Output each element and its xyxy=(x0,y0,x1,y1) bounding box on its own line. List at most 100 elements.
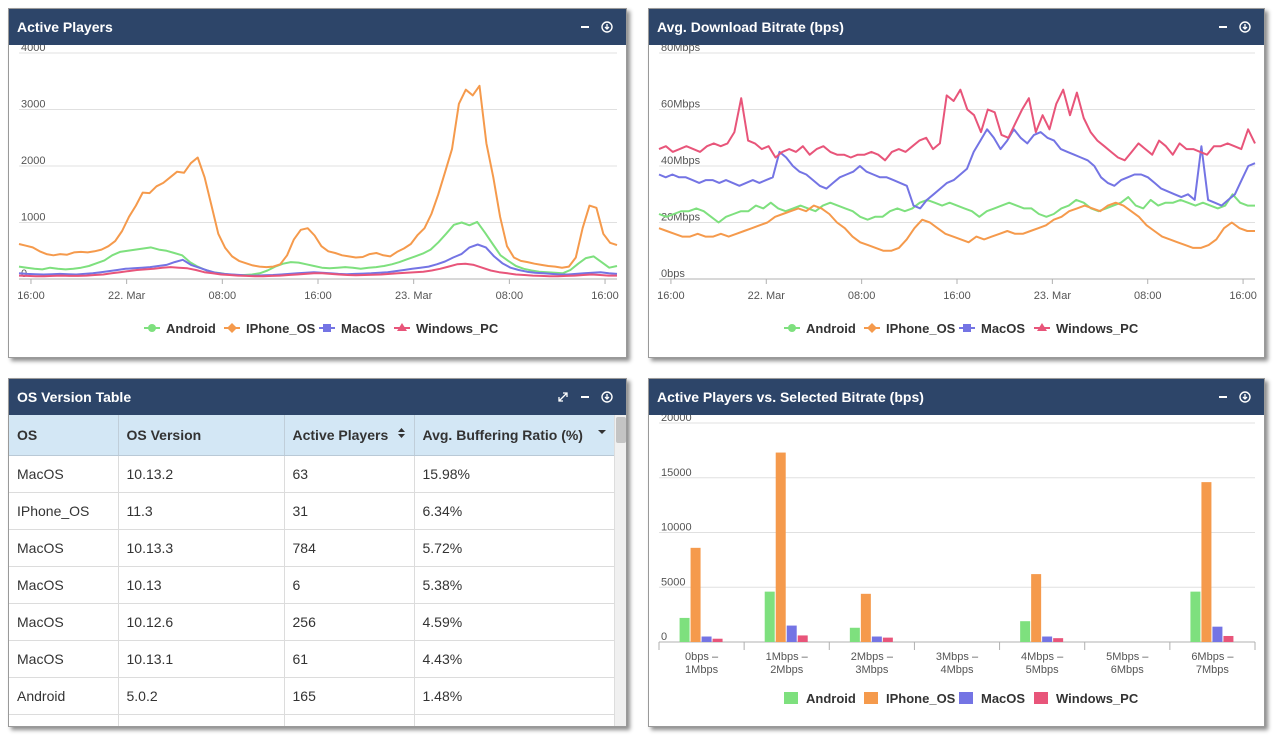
cell-active-players: 31 xyxy=(284,492,415,530)
series-line-macos xyxy=(658,128,1256,210)
x-tick-label: 2Mbps xyxy=(770,664,804,676)
cell-active-players: 61 xyxy=(284,640,415,678)
expand-icon[interactable] xyxy=(556,390,570,404)
download-icon[interactable] xyxy=(1238,20,1252,34)
col-header-active-players[interactable]: Active Players xyxy=(284,415,415,456)
scrollbar-thumb[interactable] xyxy=(616,417,626,443)
x-tick-label: 16:00 xyxy=(17,290,45,302)
panel-title: Avg. Download Bitrate (bps) xyxy=(657,19,844,35)
legend-item-android[interactable]: Android xyxy=(144,321,216,336)
x-tick-label: 1Mbps xyxy=(685,664,719,676)
bar-windows-pc xyxy=(1223,635,1234,642)
series-line-android xyxy=(18,220,618,276)
cell-empty xyxy=(414,714,614,726)
legend-item-iphone-os[interactable]: IPhone_OS xyxy=(224,321,316,336)
legend-label: Android xyxy=(166,321,216,336)
bar-iphone-os xyxy=(860,593,871,642)
y-tick-label: 3000 xyxy=(21,99,45,111)
legend-label: Windows_PC xyxy=(416,321,499,336)
bar-windows-pc xyxy=(882,637,893,642)
minimize-icon[interactable] xyxy=(1216,20,1230,34)
cell-active-players: 6 xyxy=(284,566,415,604)
legend-item-android[interactable]: Android xyxy=(784,691,856,706)
cell-active-players: 165 xyxy=(284,677,415,715)
legend-item-android[interactable]: Android xyxy=(784,321,856,336)
y-tick-label: 40Mbps xyxy=(661,155,701,167)
cell-os-version: 5.0.2 xyxy=(118,677,285,715)
bar-windows-pc xyxy=(712,638,723,642)
legend-marker xyxy=(323,324,331,332)
y-tick-label: 0 xyxy=(661,631,667,643)
legend-item-iphone-os[interactable]: IPhone_OS xyxy=(864,321,956,336)
y-tick-label: 0bps xyxy=(661,268,685,280)
table-row[interactable]: MacOS 10.12.6 256 4.59% xyxy=(9,603,614,641)
cell-buffering-ratio: 5.72% xyxy=(414,529,614,567)
series-line-android xyxy=(658,193,1255,224)
x-tick-label: 3Mbps – xyxy=(936,651,979,663)
col-header-os[interactable]: OS xyxy=(9,415,119,456)
table-row[interactable]: MacOS 10.13 6 5.38% xyxy=(9,566,614,604)
legend-label: MacOS xyxy=(341,321,385,336)
bitrate-panel: Avg. Download Bitrate (bps) 0bps 20Mbps 40… xyxy=(648,8,1265,358)
series-line-iphone-os xyxy=(658,201,1255,252)
legend-label: MacOS xyxy=(981,691,1025,706)
x-tick-label: 08:00 xyxy=(848,290,876,302)
legend-item-windows-pc[interactable]: Windows_PC xyxy=(394,321,499,336)
cell-os: MacOS xyxy=(9,529,119,567)
bar-android xyxy=(764,591,775,642)
minimize-icon[interactable] xyxy=(578,390,592,404)
legend-label: Android xyxy=(806,691,856,706)
sort-desc-icon[interactable] xyxy=(597,427,607,440)
table-row[interactable]: MacOS 10.13.2 63 15.98% xyxy=(9,455,614,493)
minimize-icon[interactable] xyxy=(578,20,592,34)
bar-android xyxy=(679,617,690,642)
cell-active-players: 256 xyxy=(284,603,415,641)
cell-active-players: 63 xyxy=(284,455,415,493)
sort-icon[interactable] xyxy=(397,427,406,442)
legend-item-windows-pc[interactable]: Windows_PC xyxy=(1034,321,1139,336)
x-tick-label: 0bps – xyxy=(685,651,719,663)
legend-item-iphone-os[interactable]: IPhone_OS xyxy=(864,691,956,706)
legend-marker xyxy=(148,324,156,332)
table-row[interactable]: MacOS 10.13.1 61 4.43% xyxy=(9,640,614,678)
table-row[interactable]: IPhone_OS 11.3 31 6.34% xyxy=(9,492,614,530)
col-header-os-version[interactable]: OS Version xyxy=(118,415,285,456)
legend-label: MacOS xyxy=(981,321,1025,336)
panel-header: Avg. Download Bitrate (bps) xyxy=(649,9,1264,45)
table-row[interactable] xyxy=(9,714,614,726)
x-tick-label: 16:00 xyxy=(304,290,332,302)
legend-item-macos[interactable]: MacOS xyxy=(319,321,385,336)
col-header-buffering-ratio[interactable]: Avg. Buffering Ratio (%) xyxy=(414,415,614,456)
table-row[interactable]: Android 5.0.2 165 1.48% xyxy=(9,677,614,715)
panel-header: Active Players xyxy=(9,9,626,45)
legend-swatch xyxy=(864,692,878,704)
legend-label: Android xyxy=(806,321,856,336)
legend-item-windows-pc[interactable]: Windows_PC xyxy=(1034,691,1139,706)
table-row[interactable]: MacOS 10.13.3 784 5.72% xyxy=(9,529,614,567)
cell-empty xyxy=(118,714,285,726)
panel-title: Active Players vs. Selected Bitrate (bps… xyxy=(657,389,924,405)
series-line-windows-pc xyxy=(658,88,1256,162)
minimize-icon[interactable] xyxy=(1216,390,1230,404)
cell-buffering-ratio: 5.38% xyxy=(414,566,614,604)
x-tick-label: 08:00 xyxy=(496,290,524,302)
legend-item-macos[interactable]: MacOS xyxy=(959,321,1025,336)
table-header-row: OS OS Version Active Players Avg. Buffer… xyxy=(9,415,614,456)
x-tick-label: 23. Mar xyxy=(1034,290,1072,302)
download-icon[interactable] xyxy=(600,390,614,404)
x-tick-label: 16:00 xyxy=(657,290,685,302)
cell-buffering-ratio: 4.59% xyxy=(414,603,614,641)
active-players-panel: Active Players 0 1000 2000 3000 4000 16:00 22.… xyxy=(8,8,627,358)
legend-label: Windows_PC xyxy=(1056,691,1139,706)
bar-macos xyxy=(871,636,882,642)
panel-title: Active Players xyxy=(17,19,113,35)
panel-header: OS Version Table xyxy=(9,379,626,415)
download-icon[interactable] xyxy=(1238,390,1252,404)
cell-os: MacOS xyxy=(9,566,119,604)
table-scrollbar[interactable] xyxy=(614,415,626,726)
x-tick-label: 1Mbps – xyxy=(766,651,809,663)
legend-item-macos[interactable]: MacOS xyxy=(959,691,1025,706)
download-icon[interactable] xyxy=(600,20,614,34)
legend-swatch xyxy=(1034,692,1048,704)
